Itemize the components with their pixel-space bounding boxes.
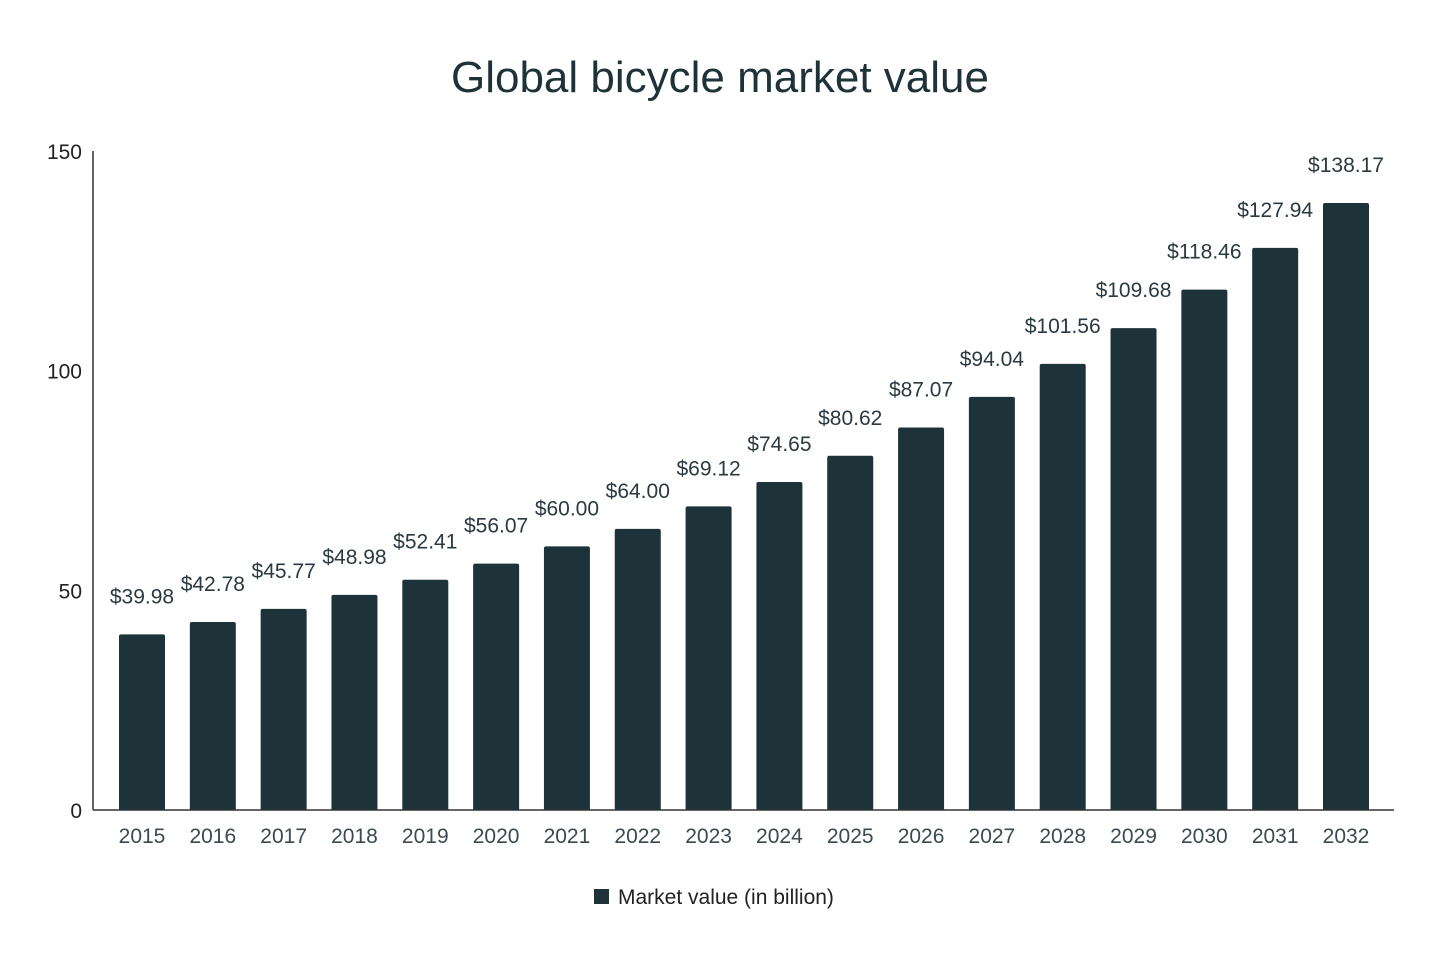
bar-2022 [614, 528, 661, 810]
x-tick-label: 2020 [473, 825, 520, 848]
bar-2031 [1252, 247, 1299, 810]
data-label-2029: $109.68 [1096, 279, 1172, 302]
bar-2028 [1039, 363, 1086, 810]
data-label-2023: $69.12 [676, 457, 740, 480]
x-tick-label: 2015 [119, 825, 166, 848]
x-tick-label: 2024 [756, 825, 803, 848]
legend: Market value (in billion) [594, 886, 834, 909]
bar-2023 [685, 506, 732, 810]
data-label-2032: $138.17 [1308, 154, 1384, 177]
data-label-2018: $48.98 [322, 546, 386, 569]
bar-2019 [402, 579, 449, 810]
data-label-2027: $94.04 [960, 348, 1025, 371]
bar-2029 [1110, 328, 1157, 810]
x-tick-label: 2017 [260, 825, 307, 848]
bar-2024 [756, 482, 803, 810]
x-tick-label: 2030 [1181, 825, 1228, 848]
bar-2027 [968, 396, 1015, 810]
x-tick-label: 2029 [1110, 825, 1157, 848]
y-tick-label: 100 [47, 361, 82, 384]
bar-2016 [189, 622, 236, 810]
bar-2021 [543, 546, 590, 810]
x-tick-label: 2021 [544, 825, 591, 848]
y-tick-label: 0 [70, 800, 82, 823]
data-label-2026: $87.07 [889, 378, 953, 401]
x-tick-label: 2028 [1039, 825, 1086, 848]
data-label-2025: $80.62 [818, 407, 882, 430]
y-tick-label: 50 [59, 580, 82, 603]
data-label-2022: $64.00 [606, 480, 670, 503]
x-tick-label: 2026 [898, 825, 945, 848]
legend-label: Market value (in billion) [618, 886, 834, 909]
x-tick-label: 2025 [827, 825, 874, 848]
data-label-2024: $74.65 [747, 433, 811, 456]
data-label-2030: $118.46 [1167, 241, 1241, 264]
data-label-2031: $127.94 [1237, 199, 1313, 222]
bar-2020 [473, 563, 520, 810]
x-tick-label: 2018 [331, 825, 378, 848]
x-tick-label: 2023 [685, 825, 732, 848]
x-tick-label: 2027 [969, 825, 1016, 848]
data-label-2019: $52.41 [393, 531, 457, 554]
bar-2026 [898, 427, 945, 810]
x-tick-label: 2032 [1323, 825, 1370, 848]
chart-title: Global bicycle market value [451, 53, 989, 102]
data-label-2028: $101.56 [1025, 315, 1101, 338]
bar-2025 [827, 455, 874, 810]
data-label-2015: $39.98 [110, 585, 174, 608]
bar-2030 [1181, 289, 1228, 810]
data-label-2017: $45.77 [252, 560, 316, 583]
x-tick-label: 2022 [614, 825, 661, 848]
bar-2015 [119, 634, 165, 810]
x-tick-label: 2019 [402, 825, 449, 848]
data-label-2020: $56.07 [464, 515, 528, 538]
y-tick-label: 150 [47, 141, 82, 164]
data-label-2021: $60.00 [535, 497, 599, 520]
bar-2032 [1323, 202, 1369, 810]
bar-2017 [260, 608, 307, 810]
x-tick-label: 2016 [189, 825, 236, 848]
x-tick-label: 2031 [1252, 825, 1299, 848]
legend-swatch [594, 889, 609, 904]
bar-2018 [331, 594, 378, 810]
data-label-2016: $42.78 [181, 573, 245, 596]
